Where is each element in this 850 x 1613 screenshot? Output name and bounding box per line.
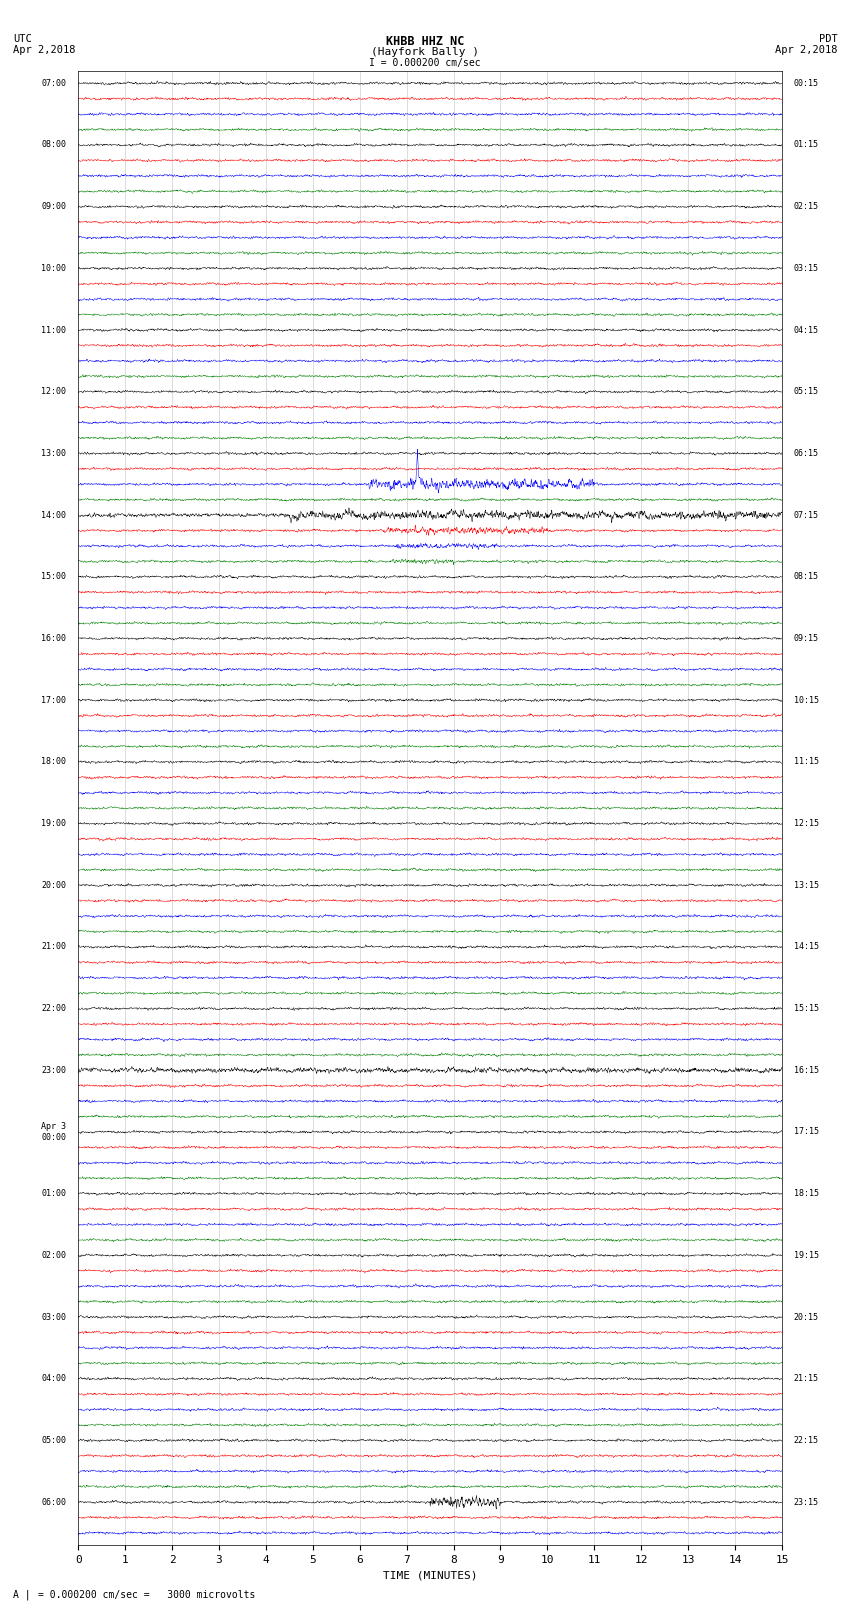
- Text: 12:15: 12:15: [794, 819, 819, 827]
- Text: 15:15: 15:15: [794, 1003, 819, 1013]
- Text: A |: A |: [13, 1589, 31, 1600]
- Text: Apr 2,2018: Apr 2,2018: [774, 45, 837, 55]
- Text: 22:00: 22:00: [42, 1003, 66, 1013]
- Text: 11:00: 11:00: [42, 326, 66, 334]
- Text: 20:15: 20:15: [794, 1313, 819, 1321]
- Text: 10:15: 10:15: [794, 695, 819, 705]
- Text: 04:15: 04:15: [794, 326, 819, 334]
- Text: UTC: UTC: [13, 34, 31, 44]
- Text: 09:00: 09:00: [42, 202, 66, 211]
- Text: 00:15: 00:15: [794, 79, 819, 87]
- Text: 08:00: 08:00: [42, 140, 66, 150]
- Text: 18:00: 18:00: [42, 758, 66, 766]
- Text: 05:00: 05:00: [42, 1436, 66, 1445]
- Text: 07:00: 07:00: [42, 79, 66, 87]
- Text: (Hayfork Bally ): (Hayfork Bally ): [371, 47, 479, 56]
- Text: 04:00: 04:00: [42, 1374, 66, 1384]
- Text: 10:00: 10:00: [42, 265, 66, 273]
- X-axis label: TIME (MINUTES): TIME (MINUTES): [382, 1571, 478, 1581]
- Text: 03:00: 03:00: [42, 1313, 66, 1321]
- Text: 08:15: 08:15: [794, 573, 819, 581]
- Text: = 0.000200 cm/sec =   3000 microvolts: = 0.000200 cm/sec = 3000 microvolts: [38, 1590, 256, 1600]
- Text: 09:15: 09:15: [794, 634, 819, 644]
- Text: 13:15: 13:15: [794, 881, 819, 890]
- Text: 23:00: 23:00: [42, 1066, 66, 1074]
- Text: 02:15: 02:15: [794, 202, 819, 211]
- Text: 16:15: 16:15: [794, 1066, 819, 1074]
- Text: 19:15: 19:15: [794, 1250, 819, 1260]
- Text: 20:00: 20:00: [42, 881, 66, 890]
- Text: 23:15: 23:15: [794, 1497, 819, 1507]
- Text: 14:15: 14:15: [794, 942, 819, 952]
- Text: 07:15: 07:15: [794, 511, 819, 519]
- Text: 01:15: 01:15: [794, 140, 819, 150]
- Text: 15:00: 15:00: [42, 573, 66, 581]
- Text: 22:15: 22:15: [794, 1436, 819, 1445]
- Text: 17:15: 17:15: [794, 1127, 819, 1137]
- Text: 13:00: 13:00: [42, 448, 66, 458]
- Text: 21:00: 21:00: [42, 942, 66, 952]
- Text: PDT: PDT: [819, 34, 837, 44]
- Text: 12:00: 12:00: [42, 387, 66, 397]
- Text: 21:15: 21:15: [794, 1374, 819, 1384]
- Text: 11:15: 11:15: [794, 758, 819, 766]
- Text: 02:00: 02:00: [42, 1250, 66, 1260]
- Text: Apr 3
00:00: Apr 3 00:00: [42, 1123, 66, 1142]
- Text: 16:00: 16:00: [42, 634, 66, 644]
- Text: 06:15: 06:15: [794, 448, 819, 458]
- Text: 03:15: 03:15: [794, 265, 819, 273]
- Text: 19:00: 19:00: [42, 819, 66, 827]
- Text: 14:00: 14:00: [42, 511, 66, 519]
- Text: Apr 2,2018: Apr 2,2018: [13, 45, 76, 55]
- Text: 17:00: 17:00: [42, 695, 66, 705]
- Text: I = 0.000200 cm/sec: I = 0.000200 cm/sec: [369, 58, 481, 68]
- Text: 18:15: 18:15: [794, 1189, 819, 1198]
- Text: KHBB HHZ NC: KHBB HHZ NC: [386, 35, 464, 48]
- Text: 01:00: 01:00: [42, 1189, 66, 1198]
- Text: 05:15: 05:15: [794, 387, 819, 397]
- Text: 06:00: 06:00: [42, 1497, 66, 1507]
